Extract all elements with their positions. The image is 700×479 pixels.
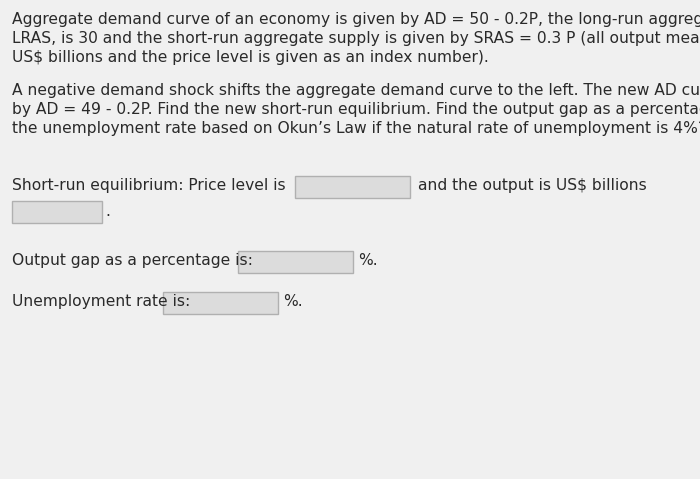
Text: A negative demand shock shifts the aggregate demand curve to the left. The new A: A negative demand shock shifts the aggre… [12,83,700,98]
Text: %.: %. [283,294,302,309]
Text: LRAS, is 30 and the short-run aggregate supply is given by SRAS = 0.3 P (all out: LRAS, is 30 and the short-run aggregate … [12,31,700,46]
FancyBboxPatch shape [12,201,102,223]
Text: the unemployment rate based on Okun’s Law if the natural rate of unemployment is: the unemployment rate based on Okun’s La… [12,121,700,136]
Text: and the output is US$ billions: and the output is US$ billions [418,178,647,193]
FancyBboxPatch shape [163,292,278,314]
Text: US$ billions and the price level is given as an index number).: US$ billions and the price level is give… [12,50,489,65]
Text: by AD = 49 - 0.2P. Find the new short-run equilibrium. Find the output gap as a : by AD = 49 - 0.2P. Find the new short-ru… [12,102,700,117]
FancyBboxPatch shape [295,176,410,198]
Text: %.: %. [358,253,377,268]
Text: .: . [105,204,110,219]
Text: Output gap as a percentage is:: Output gap as a percentage is: [12,253,253,268]
Text: Unemployment rate is:: Unemployment rate is: [12,294,190,309]
Text: Aggregate demand curve of an economy is given by AD = 50 - 0.2P, the long-run ag: Aggregate demand curve of an economy is … [12,12,700,27]
FancyBboxPatch shape [238,251,353,273]
Text: Short-run equilibrium: Price level is: Short-run equilibrium: Price level is [12,178,286,193]
